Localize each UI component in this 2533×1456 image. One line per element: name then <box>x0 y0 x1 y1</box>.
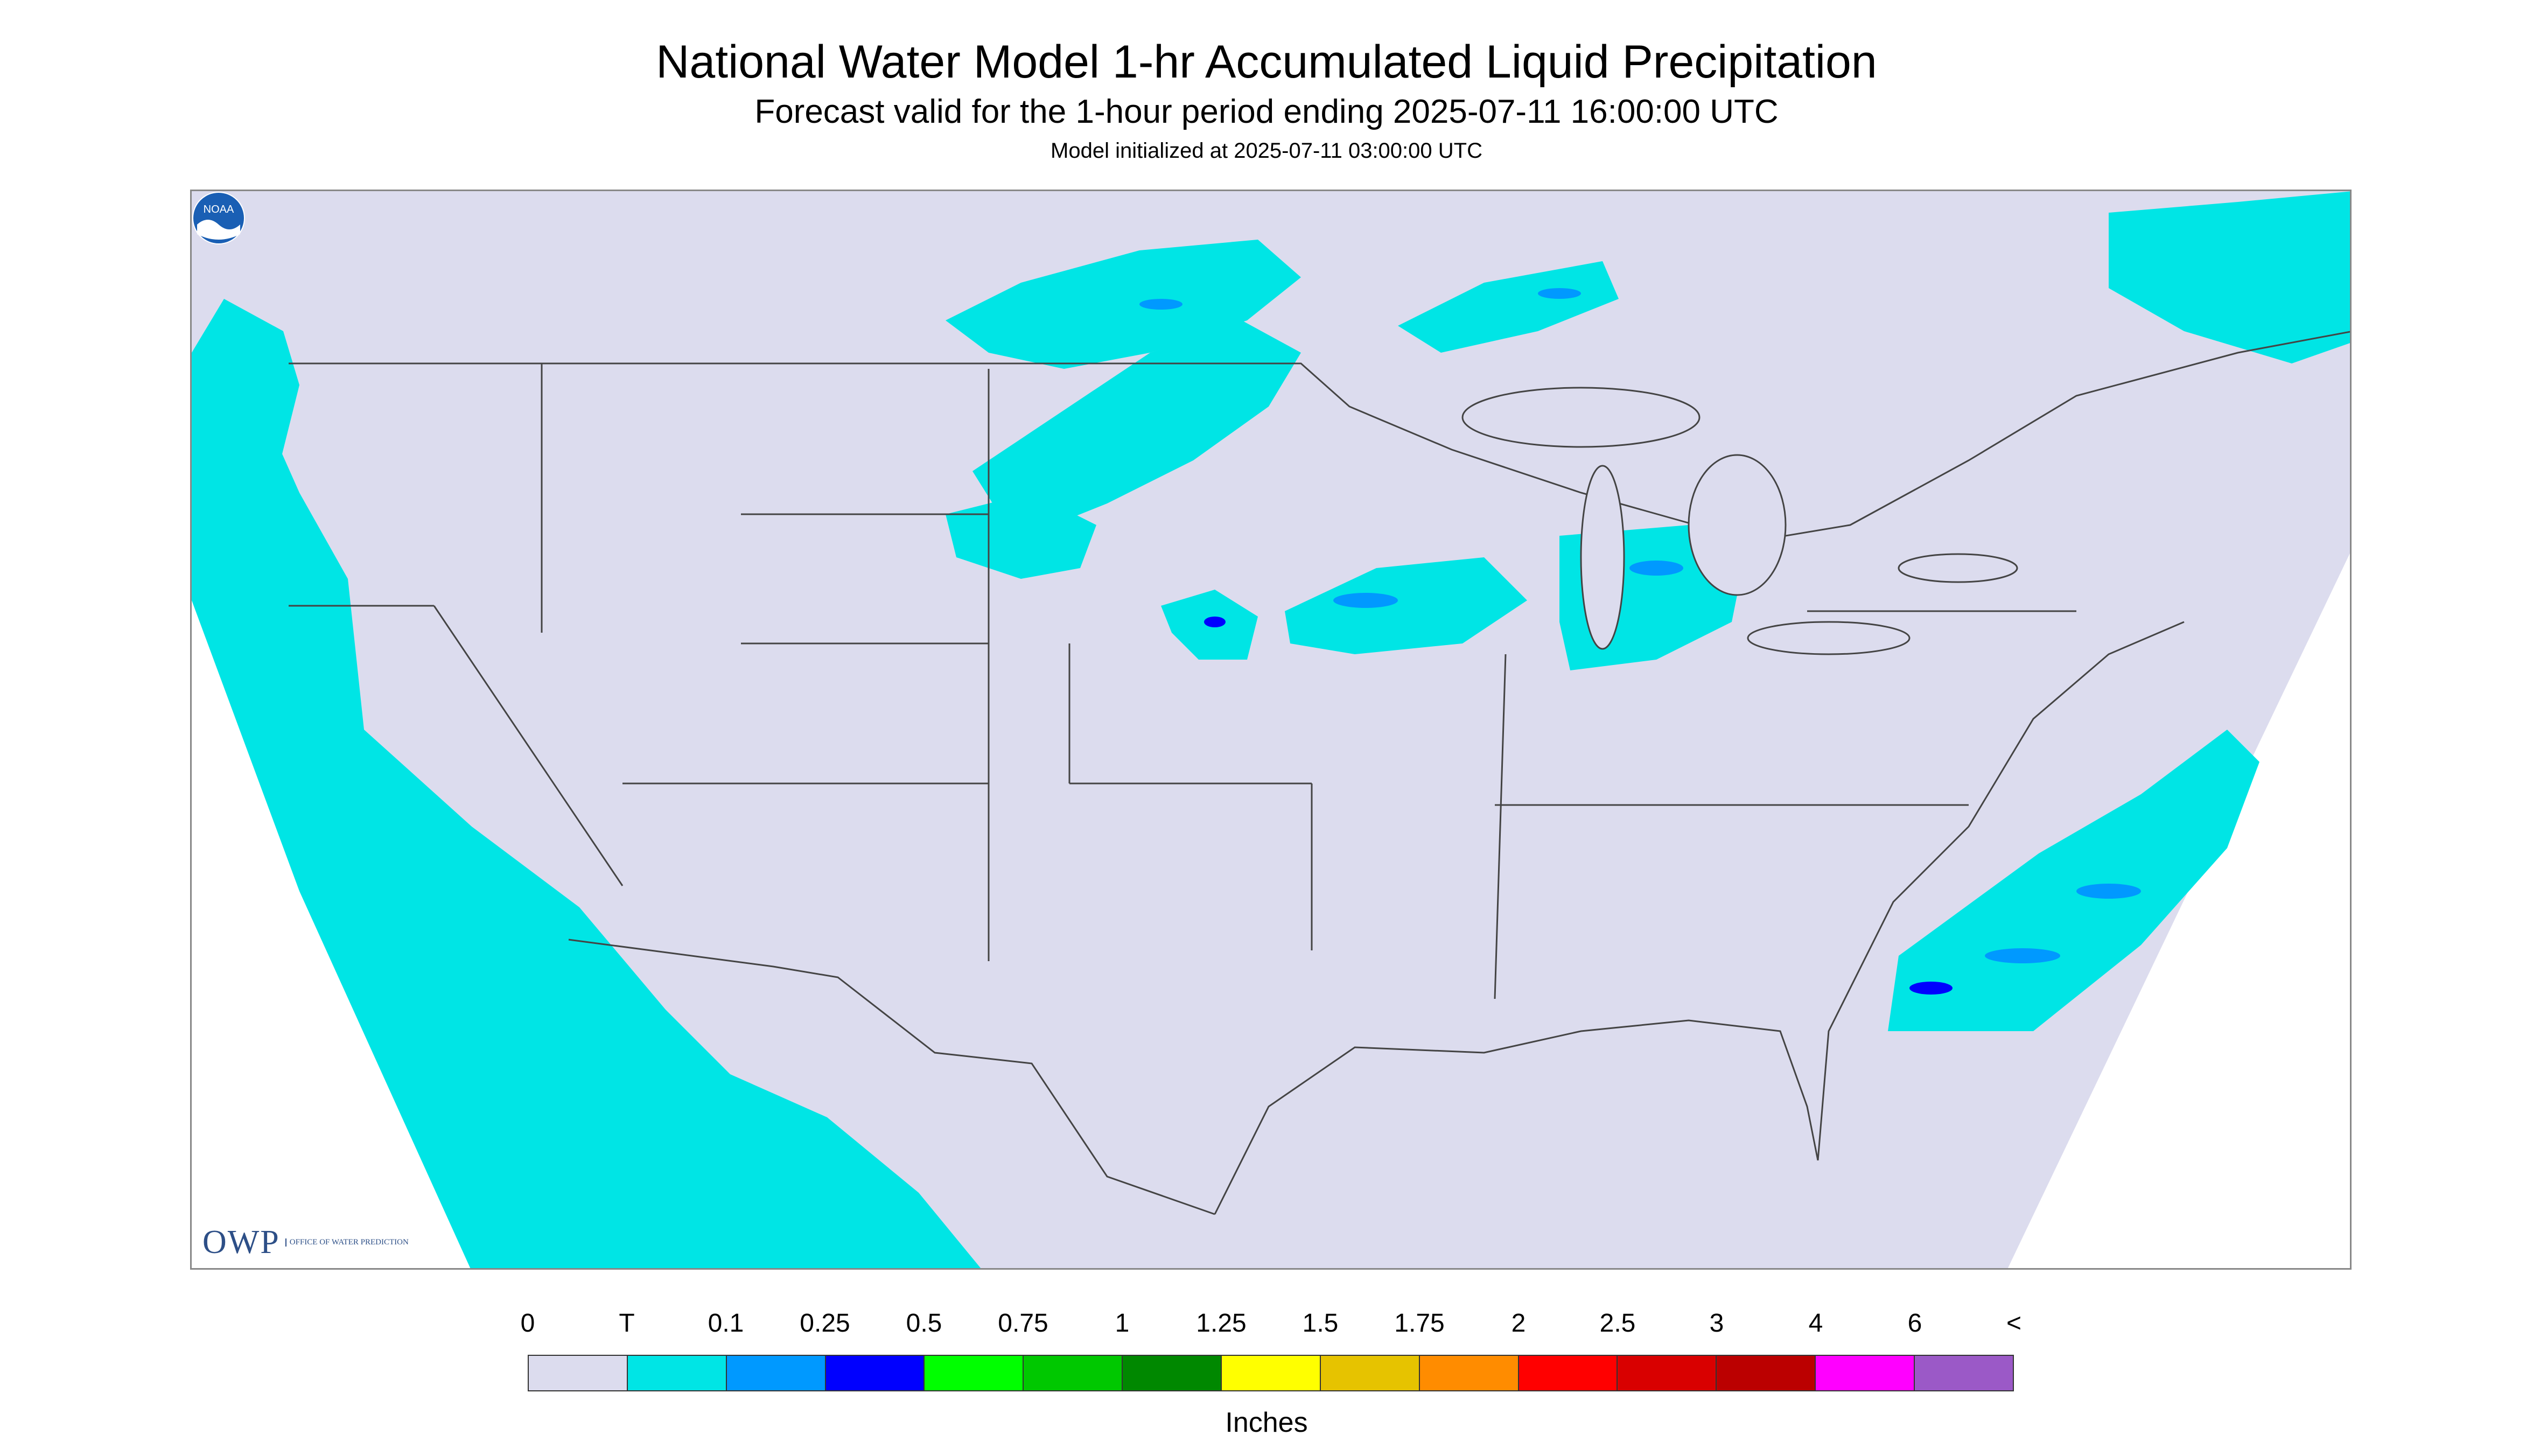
lake-michigan <box>1580 465 1625 650</box>
precip-pacific-ocean <box>192 353 981 1268</box>
precip-iowa-band <box>1285 557 1527 654</box>
us-canada-border <box>289 331 2350 542</box>
legend-tick-label: 1.25 <box>1196 1309 1247 1338</box>
legend-swatch <box>1816 1356 1915 1390</box>
legend-tick-label: 2 <box>1511 1309 1526 1338</box>
precip-cells-heavy <box>1204 617 1953 995</box>
cell-michigan <box>1629 561 1683 576</box>
legend-swatch <box>925 1356 1024 1390</box>
legend-tick-label: 0.25 <box>800 1309 850 1338</box>
legend-swatch <box>1024 1356 1123 1390</box>
noaa-logo: NOAA <box>192 192 245 244</box>
precip-areas-light <box>192 191 2350 1268</box>
owp-logo: OWP Office of Water Prediction <box>202 1223 409 1262</box>
lake-erie <box>1747 621 1911 655</box>
noaa-logo-text: NOAA <box>204 204 234 215</box>
lake-ontario <box>1898 553 2018 583</box>
precip-legend: 0 T 0.1 0.25 0.5 0.75 1 1.25 1.5 1.75 2 2.5 3 4 6 < <box>521 1308 2021 1416</box>
projection-edge-right <box>2007 553 2350 1268</box>
lake-huron <box>1688 454 1787 596</box>
cell-iowa <box>1333 593 1398 608</box>
legend-tick-label: 1.75 <box>1394 1309 1445 1338</box>
precip-washington-coast <box>192 299 299 563</box>
precip-montana-band <box>972 320 1301 525</box>
owp-logo-text: OWP <box>202 1224 280 1261</box>
legend-swatch <box>825 1356 925 1390</box>
cell-ontario <box>1538 288 1581 299</box>
legend-swatch <box>1123 1356 1222 1390</box>
boundary-lines <box>289 331 2350 1215</box>
legend-tick-label: 6 <box>1907 1309 1922 1338</box>
atlantic-coast <box>1817 621 2185 1161</box>
precip-cells-moderate <box>1139 288 2141 963</box>
cell-atlantic-2 <box>2076 884 2141 899</box>
legend-tick-label: 0.75 <box>998 1309 1048 1338</box>
cell-atlantic-1 <box>1985 948 2060 963</box>
legend-tick-label: 4 <box>1808 1309 1823 1338</box>
legend-tick-label: 0.1 <box>708 1309 744 1338</box>
border-ms-river <box>1494 654 1507 999</box>
model-init-line: Model initialized at 2025-07-11 03:00:00… <box>1051 139 1482 163</box>
legend-swatch <box>1618 1356 1717 1390</box>
legend-tick-label: T <box>619 1309 635 1338</box>
lake-superior <box>1461 387 1701 448</box>
gulf-coast <box>1214 1019 1819 1215</box>
owp-logo-subtext: Office of Water Prediction <box>285 1238 409 1247</box>
legend-colorbar <box>528 1355 2014 1391</box>
legend-swatch <box>1519 1356 1618 1390</box>
legend-swatch <box>1320 1356 1420 1390</box>
legend-tick-label: 0 <box>520 1309 535 1338</box>
map-canvas <box>192 191 2350 1268</box>
legend-swatch <box>726 1356 826 1390</box>
legend-swatch <box>1222 1356 1321 1390</box>
precip-new-england <box>2109 191 2350 363</box>
heavy-cell-atlantic <box>1909 982 1953 995</box>
legend-swatch <box>1419 1356 1519 1390</box>
border-nv-east <box>433 605 624 886</box>
precip-montana-north <box>946 240 1301 369</box>
legend-tick-label: 0.5 <box>906 1309 942 1338</box>
legend-swatch <box>529 1356 628 1390</box>
map-title: National Water Model 1-hr Accumulated Li… <box>656 36 1877 88</box>
map-subtitle: Forecast valid for the 1-hour period end… <box>754 93 1779 130</box>
legend-tick-label: 3 <box>1709 1309 1724 1338</box>
cell-montana <box>1139 299 1182 310</box>
precip-ontario <box>1398 261 1619 353</box>
legend-tick-label: 1 <box>1115 1309 1130 1338</box>
precipitation-map: OWP Office of Water Prediction NOAA <box>190 190 2352 1270</box>
legend-swatch <box>1717 1356 1816 1390</box>
heavy-cell-nebraska <box>1204 617 1226 627</box>
legend-tick-label: < <box>2006 1309 2022 1338</box>
legend-swatch <box>1915 1356 2013 1390</box>
great-lakes <box>1461 387 2018 655</box>
precip-east-atlantic <box>1888 730 2259 1031</box>
legend-units-label: Inches <box>1225 1407 1308 1438</box>
us-mexico-border <box>568 939 1215 1215</box>
legend-tick-label: 2.5 <box>1599 1309 1636 1338</box>
legend-tick-label: 1.5 <box>1302 1309 1339 1338</box>
legend-swatch <box>627 1356 727 1390</box>
